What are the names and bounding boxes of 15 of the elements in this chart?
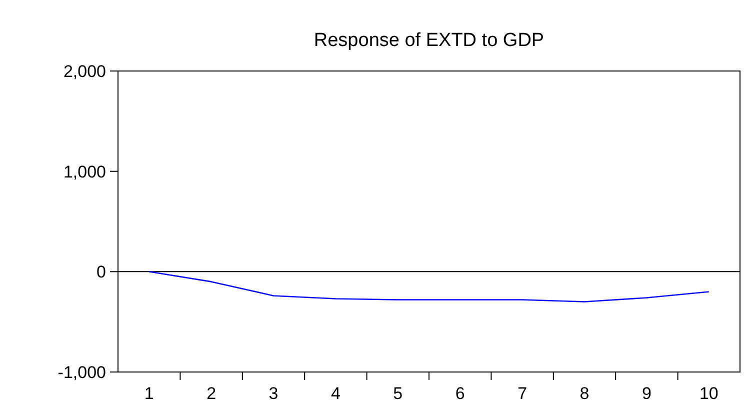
y-tick-label: 0: [96, 262, 106, 282]
y-tick-label: 2,000: [63, 62, 106, 81]
chart-title: Response of EXTD to GDP: [314, 30, 544, 51]
x-tick-label: 1: [144, 384, 154, 403]
x-tick-label: 7: [518, 384, 528, 403]
y-tick-label: -1,000: [58, 362, 106, 382]
x-tick-label: 8: [580, 384, 590, 403]
y-tick-label: 1,000: [63, 162, 106, 182]
x-tick-label: 6: [455, 384, 465, 403]
x-tick-label: 2: [206, 384, 216, 403]
x-tick-label: 5: [393, 384, 403, 403]
x-tick-label: 4: [330, 384, 340, 403]
x-tick-label: 3: [268, 384, 278, 403]
x-tick-label: 10: [699, 384, 718, 403]
x-tick-label: 9: [642, 384, 652, 403]
